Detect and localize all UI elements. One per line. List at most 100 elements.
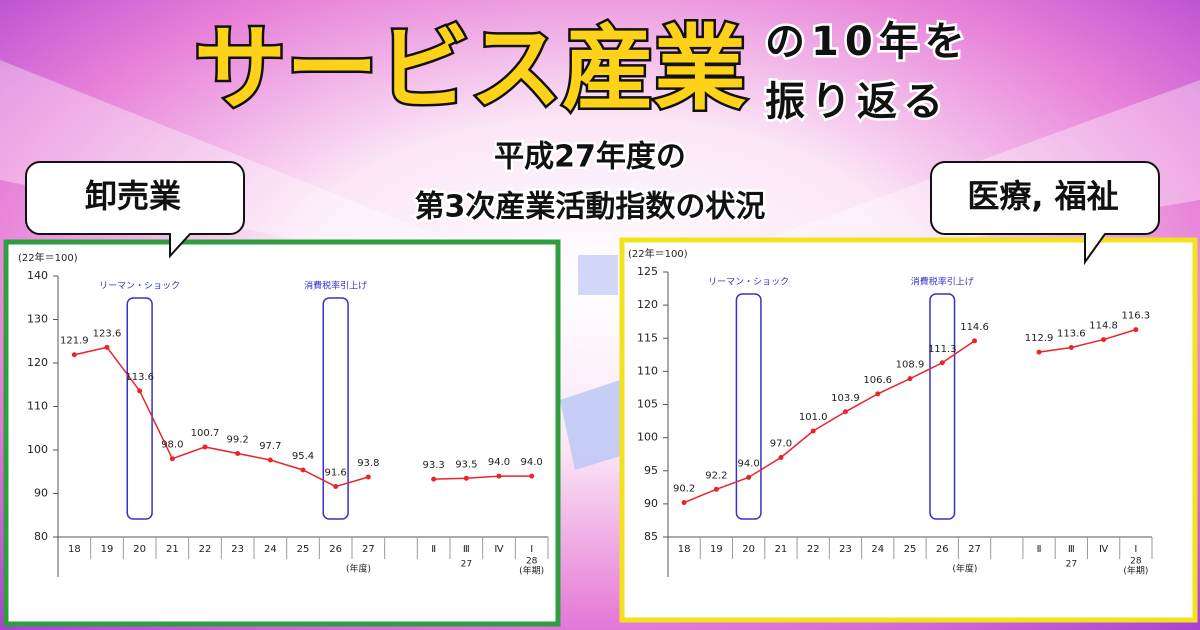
series-line xyxy=(74,346,532,488)
point xyxy=(71,352,77,358)
subtitle: 第3次産業活動指数の状況 xyxy=(415,190,766,225)
title-tail: の10年を xyxy=(765,19,971,65)
x-tick-label: 23 xyxy=(839,544,852,555)
series-line xyxy=(683,328,1137,504)
x-tick-label: Ⅲ xyxy=(463,544,470,555)
y-tick-label: 100 xyxy=(27,443,48,456)
point xyxy=(939,360,945,366)
point xyxy=(300,467,306,473)
value-label: 94.0 xyxy=(738,458,760,469)
y-tick-label: 110 xyxy=(27,400,48,413)
y-tick-label: 125 xyxy=(637,265,658,278)
value-label: 116.3 xyxy=(1122,311,1151,322)
point xyxy=(875,391,881,397)
event-label: 消費税率引上げ xyxy=(304,280,367,292)
point xyxy=(681,500,687,506)
x-tick-label: 18 xyxy=(68,544,81,555)
y-tick-label: 130 xyxy=(27,313,48,326)
title-tail: 振り返る xyxy=(765,79,949,125)
event-label: 消費税率引上げ xyxy=(911,276,974,288)
callout-text: 卸売業 xyxy=(85,177,181,215)
y-tick-label: 85 xyxy=(644,530,658,543)
x-tick-label: 20 xyxy=(133,544,146,555)
event-label: リーマン・ショック xyxy=(708,277,789,288)
point xyxy=(746,474,752,480)
value-label: 94.0 xyxy=(488,457,510,468)
value-label: 111.3 xyxy=(928,344,957,355)
deco-cube xyxy=(578,255,618,295)
x-note: (年度) xyxy=(952,563,977,575)
value-label: 101.0 xyxy=(799,412,828,423)
point xyxy=(810,428,816,434)
value-label: 90.2 xyxy=(673,484,695,495)
y-tick-label: 90 xyxy=(34,487,48,500)
x-tick-label: 26 xyxy=(936,544,949,555)
value-label: 95.4 xyxy=(292,451,314,462)
point xyxy=(842,409,848,415)
y-tick-label: 90 xyxy=(644,497,658,510)
value-label: 103.9 xyxy=(831,393,860,404)
callout-text: 医療, 福祉 xyxy=(967,177,1118,215)
callout-bubble xyxy=(930,161,1160,266)
point xyxy=(235,450,241,456)
y-tick-label: 120 xyxy=(637,298,658,311)
event-label: リーマン・ショック xyxy=(99,281,180,292)
y-tick-label: 140 xyxy=(27,269,48,282)
x-note: 27 xyxy=(1066,560,1077,570)
x-tick-label: 20 xyxy=(742,544,755,555)
x-note: 27 xyxy=(461,560,472,570)
value-label: 106.6 xyxy=(863,375,892,386)
y-tick-label: 115 xyxy=(637,331,658,344)
point xyxy=(431,476,437,482)
value-label: 113.6 xyxy=(125,372,154,383)
value-label: 91.6 xyxy=(325,468,347,479)
point xyxy=(713,486,719,492)
y-tick-label: 110 xyxy=(637,364,658,377)
value-label: 108.9 xyxy=(896,360,925,371)
point xyxy=(1101,337,1107,343)
x-tick-label: 21 xyxy=(166,544,179,555)
value-label: 93.8 xyxy=(357,458,379,469)
value-label: 98.0 xyxy=(161,440,183,451)
point xyxy=(529,473,535,479)
point xyxy=(1036,349,1042,355)
chart-frame xyxy=(3,239,561,627)
x-tick-label: Ⅱ xyxy=(431,544,436,555)
x-tick-label: 21 xyxy=(775,544,788,555)
y-tick-label: 120 xyxy=(27,356,48,369)
value-label: 114.8 xyxy=(1089,321,1118,332)
chart-frame xyxy=(619,237,1198,623)
main-title: サービス産業 xyxy=(194,15,746,122)
value-label: 113.6 xyxy=(1057,329,1086,340)
callout-bubble xyxy=(25,161,245,259)
point xyxy=(333,484,339,490)
value-label: 99.2 xyxy=(227,434,249,445)
x-tick-label: 19 xyxy=(710,544,723,555)
point xyxy=(1133,327,1139,333)
event-box xyxy=(126,297,153,520)
value-label: 97.0 xyxy=(770,439,792,450)
point xyxy=(907,376,913,382)
value-label: 114.6 xyxy=(960,322,989,333)
point xyxy=(972,338,978,344)
y-tick-label: 80 xyxy=(34,530,48,543)
value-label: 100.7 xyxy=(191,428,220,439)
point xyxy=(1068,345,1074,351)
x-tick-label: Ⅰ xyxy=(530,544,533,555)
x-note: 28 xyxy=(1130,557,1142,567)
point xyxy=(137,388,143,394)
value-label: 97.7 xyxy=(259,441,281,452)
value-label: 123.6 xyxy=(93,328,122,339)
subtitle: 平成27年度の xyxy=(494,140,686,175)
x-tick-label: 19 xyxy=(101,544,114,555)
x-tick-label: 27 xyxy=(362,544,375,555)
point xyxy=(202,444,208,450)
y-tick-label: 95 xyxy=(644,464,658,477)
event-box xyxy=(929,293,956,520)
y-tick-label: 100 xyxy=(637,431,658,444)
y-axis-label: (22年＝100) xyxy=(628,247,688,260)
y-axis-label: (22年＝100) xyxy=(18,251,78,264)
y-tick-label: 105 xyxy=(637,398,658,411)
